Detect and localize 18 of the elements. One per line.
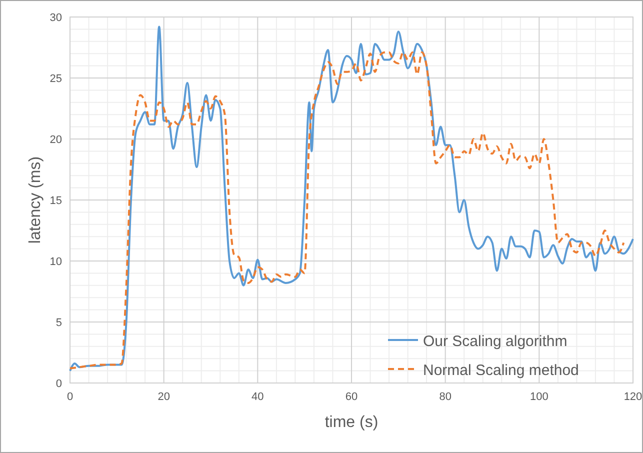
x-tick-label: 20 [158,391,170,403]
x-tick-label: 120 [624,391,642,403]
x-axis-title: time (s) [324,414,378,431]
legend-label: Normal Scaling method [423,362,579,379]
y-tick-label: 30 [50,12,62,24]
x-tick-label: 80 [439,391,452,403]
x-tick-label: 40 [252,391,264,403]
x-tick-label: 100 [530,391,548,403]
x-tick-label: 60 [345,391,358,403]
y-tick-label: 5 [56,317,62,329]
y-tick-label: 25 [50,73,62,85]
x-tick-label: 0 [66,391,74,403]
y-axis-title: latency (ms) [27,156,44,244]
legend-label: Our Scaling algorithm [423,333,568,350]
y-tick-label: 10 [50,256,62,268]
y-tick-label: 0 [56,378,62,390]
y-tick-label: 15 [50,195,62,207]
y-tick-label: 20 [50,134,62,146]
